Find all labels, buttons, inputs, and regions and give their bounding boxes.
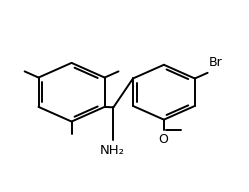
- Text: NH₂: NH₂: [100, 144, 125, 157]
- Text: Br: Br: [209, 56, 223, 70]
- Text: O: O: [158, 133, 168, 146]
